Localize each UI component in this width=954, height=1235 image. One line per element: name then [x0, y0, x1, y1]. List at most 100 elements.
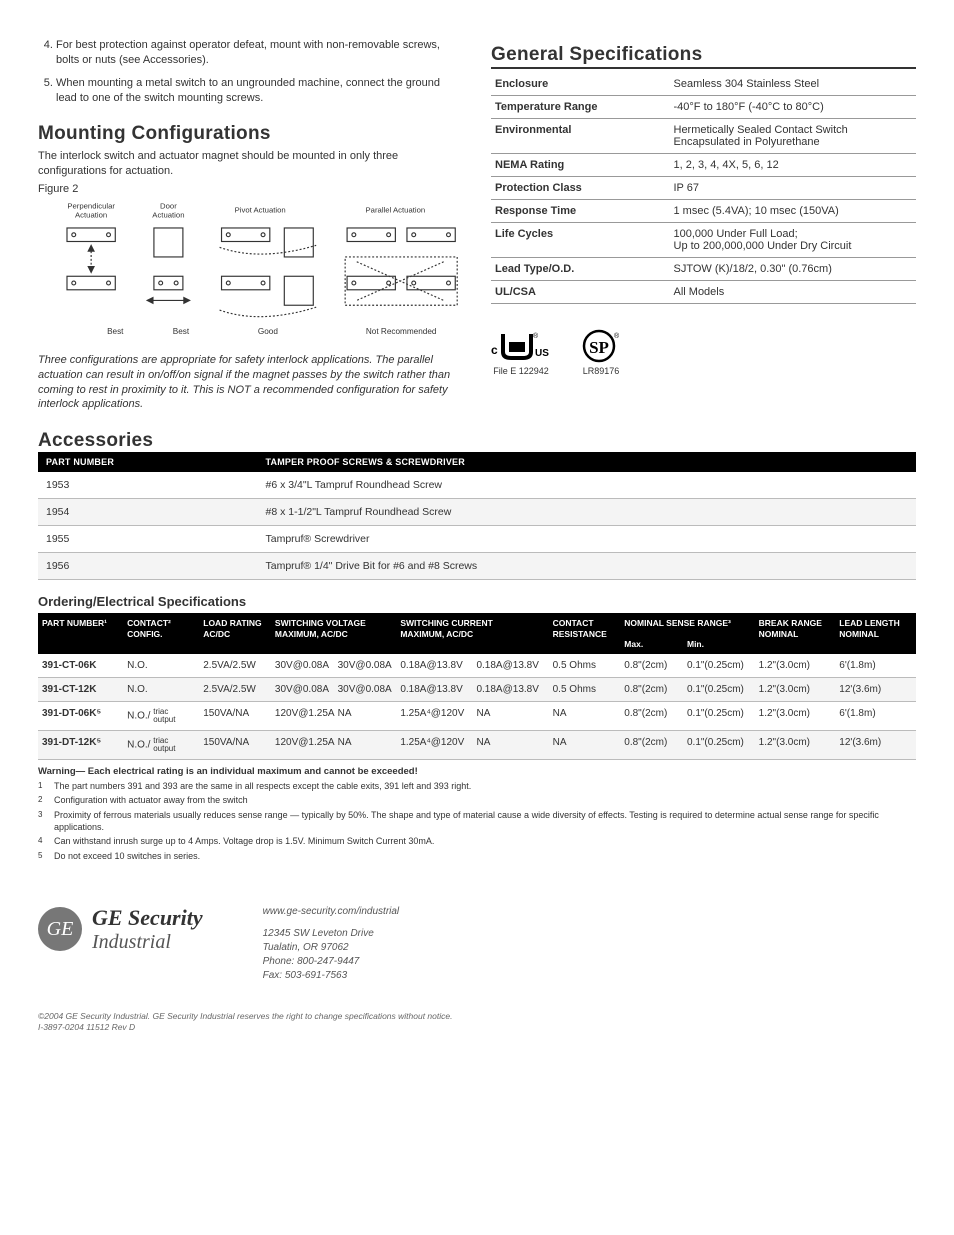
warning: Warning— Each electrical rating is an in… — [38, 766, 916, 777]
ord-br: 1.2"(3.0cm) — [755, 654, 836, 678]
svg-text:c: c — [491, 343, 498, 357]
ord-row: 391-DT-12K⁵ N.O./ triacoutput 150VA/NA 1… — [38, 730, 916, 759]
spec-val: 100,000 Under Full Load;Up to 200,000,00… — [670, 223, 917, 258]
ord-row: 391-CT-06K N.O. 2.5VA/2.5W 30V@0.08A 30V… — [38, 654, 916, 678]
ord-pn: 391-DT-06K⁵ — [38, 701, 123, 730]
ord-ll: 6'(1.8m) — [835, 654, 916, 678]
rating-good: Good — [258, 327, 278, 336]
figure-caption: Figure 2 — [38, 183, 463, 195]
ord-sv2: NA — [334, 701, 397, 730]
ord-sc1: 1.25A⁴@120V — [396, 701, 472, 730]
acc-row: 1955Tampruf® Screwdriver — [38, 526, 916, 553]
ord-load: 150VA/NA — [199, 730, 271, 759]
fine-2: I-3897-0204 11512 Rev D — [38, 1022, 916, 1033]
genspec-table: EnclosureSeamless 304 Stainless SteelTem… — [491, 73, 916, 304]
ord-row: 391-CT-12K N.O. 2.5VA/2.5W 30V@0.08A 30V… — [38, 677, 916, 701]
ord-cr: 0.5 Ohms — [549, 677, 621, 701]
brand-line-1: GE Security — [92, 905, 203, 931]
accessories-title: Accessories — [38, 430, 916, 452]
svg-text:®: ® — [533, 332, 539, 340]
acc-pn: 1953 — [38, 472, 258, 499]
footer-addr1: 12345 SW Leveton Drive — [263, 927, 400, 941]
ord-sc2: NA — [472, 730, 548, 759]
spec-val: -40°F to 180°F (-40°C to 80°C) — [670, 96, 917, 119]
h-cfg: CONTACT²CONFIG. — [123, 613, 199, 653]
ord-sc1: 1.25A⁴@120V — [396, 730, 472, 759]
ord-cfg: N.O./ triacoutput — [123, 701, 199, 730]
h-max: Max. — [620, 634, 683, 654]
footnote: Configuration with actuator away from th… — [38, 795, 916, 807]
ordering-title: Ordering/Electrical Specifications — [38, 594, 916, 609]
acc-desc: Tampruf® Screwdriver — [258, 526, 917, 553]
spec-row: EnvironmentalHermetically Sealed Contact… — [491, 119, 916, 154]
acc-row: 1954#8 x 1-1/2"L Tampruf Roundhead Screw — [38, 499, 916, 526]
acc-head-pn: PART NUMBER — [38, 452, 258, 472]
svg-text:US: US — [535, 348, 549, 359]
ord-load: 2.5VA/2.5W — [199, 654, 271, 678]
ord-cfg: N.O. — [123, 654, 199, 678]
ord-max: 0.8"(2cm) — [620, 701, 683, 730]
ord-max: 0.8"(2cm) — [620, 730, 683, 759]
footer-phone: Phone: 800-247-9447 — [263, 955, 400, 969]
spec-val: IP 67 — [670, 177, 917, 200]
ord-min: 0.1"(0.25cm) — [683, 677, 755, 701]
label-parallel: Parallel Actuation — [366, 206, 426, 215]
ord-ll: 12'(3.6m) — [835, 730, 916, 759]
installation-notes: For best protection against operator def… — [38, 38, 463, 105]
ord-sc2: 0.18A@13.8V — [472, 677, 548, 701]
rating-notrec: Not Recommended — [366, 327, 437, 336]
ord-load: 2.5VA/2.5W — [199, 677, 271, 701]
label-perp: PerpendicularActuation — [67, 202, 115, 220]
ord-min: 0.1"(0.25cm) — [683, 730, 755, 759]
spec-key: Enclosure — [491, 73, 670, 96]
acc-desc: #6 x 3/4"L Tampruf Roundhead Screw — [258, 472, 917, 499]
ord-br: 1.2"(3.0cm) — [755, 730, 836, 759]
spec-row: Temperature Range-40°F to 180°F (-40°C t… — [491, 96, 916, 119]
genspec-title: General Specifications — [491, 44, 916, 69]
brand: GE GE Security Industrial — [38, 905, 203, 954]
ord-load: 150VA/NA — [199, 701, 271, 730]
acc-pn: 1954 — [38, 499, 258, 526]
spec-row: Response Time1 msec (5.4VA); 10 msec (15… — [491, 200, 916, 223]
acc-head-desc: TAMPER PROOF SCREWS & SCREWDRIVER — [258, 452, 917, 472]
ord-sc2: 0.18A@13.8V — [472, 654, 548, 678]
fineprint: ©2004 GE Security Industrial. GE Securit… — [38, 1011, 916, 1033]
ord-sv1: 120V@1.25A — [271, 730, 334, 759]
acc-pn: 1955 — [38, 526, 258, 553]
spec-key: UL/CSA — [491, 281, 670, 304]
ord-sv1: 30V@0.08A — [271, 677, 334, 701]
ge-logo-icon: GE — [38, 907, 82, 951]
spec-row: UL/CSAAll Models — [491, 281, 916, 304]
ord-sc1: 0.18A@13.8V — [396, 677, 472, 701]
footnote: The part numbers 391 and 393 are the sam… — [38, 781, 916, 793]
spec-row: Protection ClassIP 67 — [491, 177, 916, 200]
ord-cr: 0.5 Ohms — [549, 654, 621, 678]
ord-sv1: 120V@1.25A — [271, 701, 334, 730]
cert-csa-caption: LR89176 — [581, 366, 621, 376]
footnote: Do not exceed 10 switches in series. — [38, 851, 916, 863]
ord-sc2: NA — [472, 701, 548, 730]
ord-sv2: 30V@0.08A — [334, 677, 397, 701]
footnote: Can withstand inrush surge up to 4 Amps.… — [38, 836, 916, 848]
spec-val: Seamless 304 Stainless Steel — [670, 73, 917, 96]
h-min: Min. — [683, 634, 755, 654]
footer-addr2: Tualatin, OR 97062 — [263, 941, 400, 955]
spec-row: Life Cycles100,000 Under Full Load;Up to… — [491, 223, 916, 258]
ord-ll: 6'(1.8m) — [835, 701, 916, 730]
mounting-note: Three configurations are appropriate for… — [38, 353, 463, 412]
ord-pn: 391-DT-12K⁵ — [38, 730, 123, 759]
acc-row: 1953#6 x 3/4"L Tampruf Roundhead Screw — [38, 472, 916, 499]
spec-key: Lead Type/O.D. — [491, 258, 670, 281]
ord-max: 0.8"(2cm) — [620, 654, 683, 678]
spec-row: Lead Type/O.D.SJTOW (K)/18/2, 0.30" (0.7… — [491, 258, 916, 281]
ord-sv2: 30V@0.08A — [334, 654, 397, 678]
acc-row: 1956Tampruf® 1/4" Drive Bit for #6 and #… — [38, 553, 916, 580]
mounting-figure: PerpendicularActuation DoorActuation Piv… — [38, 199, 463, 344]
footnote: Proximity of ferrous materials usually r… — [38, 810, 916, 833]
footer-fax: Fax: 503-691-7563 — [263, 969, 400, 983]
rating-best-2: Best — [173, 327, 190, 336]
h-load: LOAD RATINGAC/DC — [199, 613, 271, 653]
acc-desc: #8 x 1-1/2"L Tampruf Roundhead Screw — [258, 499, 917, 526]
cert-ul-caption: File E 122942 — [491, 366, 551, 376]
ord-cr: NA — [549, 730, 621, 759]
